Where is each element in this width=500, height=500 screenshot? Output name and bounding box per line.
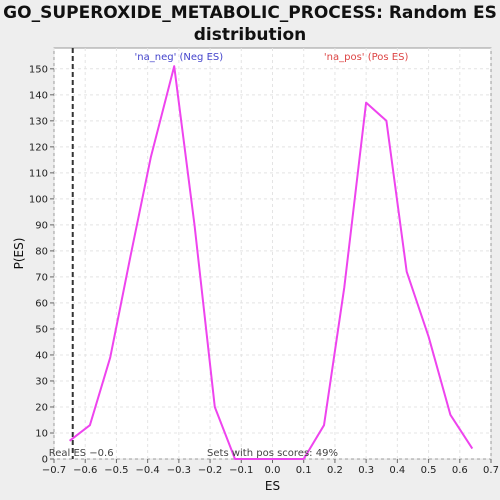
y-tick-label: 80	[35, 246, 48, 257]
x-tick-label: 0.1	[296, 465, 312, 476]
x-axis: −0.7 −0.6 −0.5 −0.4 −0.3 −0.2 −0.1 0.0 0.1 0.2 0.3…	[42, 459, 499, 476]
x-axis-label: ES	[265, 479, 280, 493]
y-tick-label: 90	[35, 220, 48, 231]
pos-scores-label: Sets with pos scores: 49%	[207, 448, 338, 459]
x-tick-label: 0.5	[421, 465, 437, 476]
x-tick-label: 0.2	[327, 465, 343, 476]
y-axis-label: P(ES)	[12, 238, 26, 270]
y-tick-label: 60	[35, 298, 48, 309]
x-tick-label: −0.1	[229, 465, 253, 476]
y-tick-label: 30	[35, 376, 48, 387]
gridlines	[53, 48, 492, 460]
neg-es-label: 'na_neg' (Neg ES)	[135, 52, 224, 63]
x-tick-label: 0.3	[358, 465, 374, 476]
x-tick-label: 0.4	[389, 465, 405, 476]
x-tick-label: 0.0	[265, 465, 281, 476]
y-tick-label: 130	[29, 116, 48, 127]
y-tick-label: 20	[35, 402, 48, 413]
y-tick-label: 120	[29, 142, 48, 153]
y-tick-label: 150	[29, 64, 48, 75]
y-tick-label: 50	[35, 324, 48, 335]
y-tick-label: 70	[35, 272, 48, 283]
pos-es-label: 'na_pos' (Pos ES)	[324, 52, 409, 63]
series-line	[68, 65, 474, 460]
x-tick-label: −0.3	[167, 465, 191, 476]
chart-title: GO_SUPEROXIDE_METABOLIC_PROCESS: Random …	[3, 3, 497, 45]
x-tick-label: −0.4	[135, 465, 159, 476]
y-tick-label: 40	[35, 350, 48, 361]
y-tick-label: 0	[42, 455, 48, 466]
y-tick-label: 110	[29, 168, 48, 179]
series-group	[68, 65, 474, 460]
x-tick-label: −0.6	[73, 465, 97, 476]
x-tick-label: 0.7	[483, 465, 499, 476]
x-tick-label: −0.5	[104, 465, 128, 476]
x-tick-label: 0.6	[452, 465, 468, 476]
x-tick-label: −0.2	[198, 465, 222, 476]
y-tick-label: 10	[35, 428, 48, 439]
y-tick-label: 140	[29, 90, 48, 101]
real-es-label: Real ES −0.6	[49, 448, 114, 459]
y-axis: 0 10 20 30 40 50 60 70 80 90 100 110 120 130 140 150	[29, 64, 54, 466]
x-tick-label: −0.7	[42, 465, 66, 476]
y-tick-label: 100	[29, 194, 48, 205]
